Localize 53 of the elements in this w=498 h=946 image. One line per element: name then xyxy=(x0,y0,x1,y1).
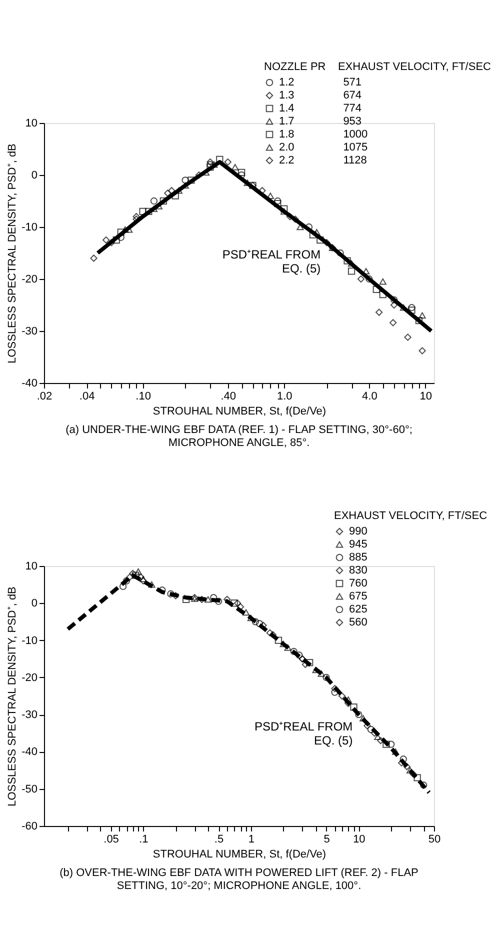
x-tick-label: 4.0 xyxy=(362,390,378,402)
y-tick-label: -40 xyxy=(22,378,38,390)
x-tick-label: .10 xyxy=(136,390,151,402)
legend-label: 990 xyxy=(349,526,368,538)
legend-label: 1.3 674 xyxy=(279,90,362,102)
x-axis-title: STROUHAL NUMBER, St, f(De/Ve) xyxy=(152,848,326,860)
x-tick-label: 1.0 xyxy=(276,390,292,402)
legend-label: 1.8 1000 xyxy=(279,128,368,140)
y-tick-label: -60 xyxy=(22,820,38,832)
x-tick-label: .05 xyxy=(104,834,119,846)
x-tick-label: 5 xyxy=(324,834,330,846)
legend-title: NOZZLE PR EXHAUST VELOCITY, FT/SEC xyxy=(264,61,492,73)
legend-label: 625 xyxy=(349,604,368,616)
x-axis-title: STROUHAL NUMBER, St, f(De/Ve) xyxy=(152,406,326,418)
y-tick-label: -20 xyxy=(22,672,38,684)
x-tick-label: .40 xyxy=(220,390,236,402)
legend-label: 1.4 774 xyxy=(279,102,362,114)
y-tick-label: -50 xyxy=(22,783,38,796)
legend-label: 945 xyxy=(349,538,368,550)
legend-label: 2.0 1075 xyxy=(279,142,368,154)
y-axis-title: LOSSLESS SPECTRAL DENSITY, PSD⁺, dB xyxy=(6,586,19,806)
text: (a) UNDER-THE-WING EBF DATA (REF. 1) - FLAP SETTING, 30°-60°; MICROPHONE ANGLE, 85°. xyxy=(66,424,412,449)
series-label: PSD⁺REAL FROM EQ. (5) xyxy=(222,248,321,276)
y-tick-label: 10 xyxy=(25,118,38,130)
legend-label: 2.2 1128 xyxy=(279,154,367,166)
y-tick-label: -20 xyxy=(22,274,38,286)
series-label: PSD⁺REAL FROM EQ. (5) xyxy=(254,720,353,748)
legend-label: 760 xyxy=(349,578,368,590)
y-tick-label: 0 xyxy=(31,598,38,610)
x-tick-label: 1 xyxy=(248,834,255,846)
x-tick-label: 10 xyxy=(353,834,366,846)
x-tick-label: .04 xyxy=(79,390,95,402)
legend-label: 885 xyxy=(349,552,368,564)
y-tick-label: -30 xyxy=(22,326,38,338)
text: (b) OVER-THE-WING EBF DATA WITH POWERED LIFT (REF. 2) - FLAP SETTING, 10°-20°; MICROPHONE ANGLE, 100°. xyxy=(60,867,418,892)
legend-label: 1.7 953 xyxy=(279,116,362,128)
legend-label: 675 xyxy=(349,590,368,602)
x-tick-label: .1 xyxy=(139,834,148,846)
y-tick-label: -40 xyxy=(22,746,38,758)
legend-label: 830 xyxy=(349,564,368,576)
y-tick-label: -30 xyxy=(22,709,38,722)
y-tick-label: -10 xyxy=(22,222,38,234)
legend-title: EXHAUST VELOCITY, FT/SEC xyxy=(334,510,488,522)
x-tick-label: .02 xyxy=(36,390,52,402)
y-tick-label: 10 xyxy=(25,560,38,572)
legend-label: 560 xyxy=(349,616,368,628)
y-axis-title: LOSSLESS SPECTRAL DENSITY, PSD⁺, dB xyxy=(6,144,19,364)
legend-label: 1.2 571 xyxy=(279,76,362,88)
y-tick-label: -10 xyxy=(22,634,38,647)
x-tick-label: 50 xyxy=(428,834,441,846)
x-tick-label: 10 xyxy=(420,390,432,402)
y-tick-label: 0 xyxy=(31,170,38,182)
x-tick-label: .5 xyxy=(214,834,224,846)
